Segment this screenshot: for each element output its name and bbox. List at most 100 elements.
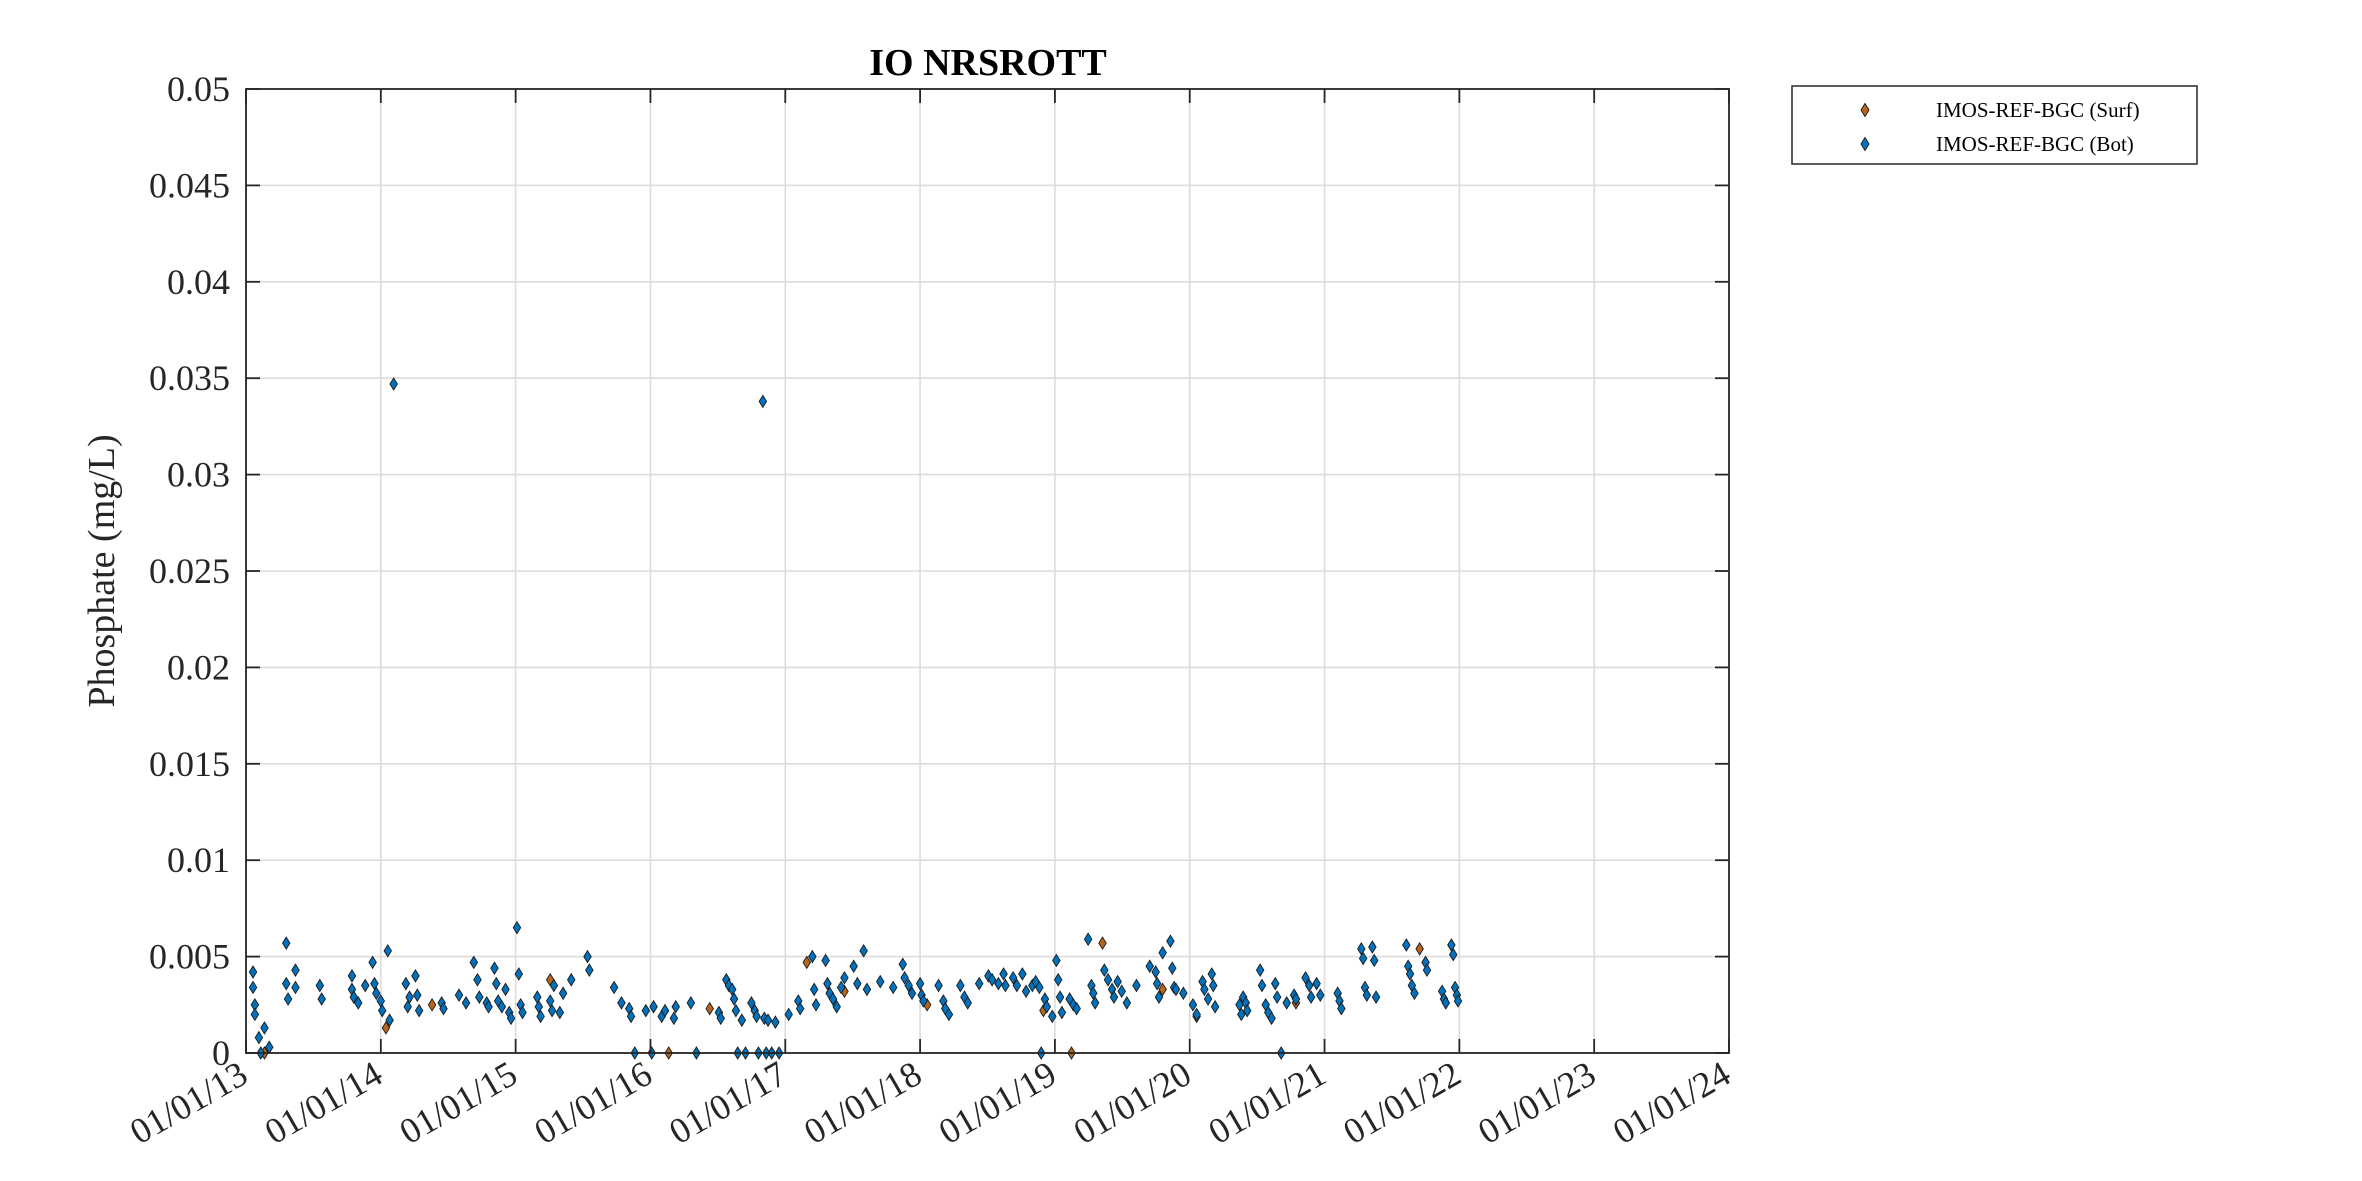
data-point xyxy=(1255,963,1265,977)
data-point xyxy=(1072,1001,1081,1016)
x-tick-label: 01/01/18 xyxy=(797,1053,928,1152)
data-point xyxy=(506,1011,516,1026)
data-point xyxy=(671,999,680,1014)
y-tick-label: 0.04 xyxy=(167,262,230,302)
data-point xyxy=(649,999,658,1014)
data-point xyxy=(737,1013,747,1028)
data-point xyxy=(763,1013,773,1028)
data-point xyxy=(1272,990,1282,1004)
y-tick-label: 0.01 xyxy=(167,840,230,880)
data-point xyxy=(1369,953,1379,968)
data-point xyxy=(1055,990,1065,1004)
x-tick-label: 01/01/13 xyxy=(123,1053,254,1152)
data-point xyxy=(626,1009,636,1024)
data-point xyxy=(490,961,499,976)
data-point xyxy=(501,982,510,997)
data-point xyxy=(821,953,830,968)
data-point xyxy=(1237,1007,1246,1022)
data-point xyxy=(934,978,943,993)
y-tick-label: 0.03 xyxy=(167,455,230,495)
data-point xyxy=(497,999,507,1014)
data-point xyxy=(372,986,381,1001)
data-point xyxy=(1152,976,1162,991)
chart-title: IO NRSROTT xyxy=(869,42,1107,84)
data-point xyxy=(915,976,925,991)
data-point xyxy=(385,1013,394,1028)
y-tick-label: 0 xyxy=(212,1033,230,1073)
data-point xyxy=(492,976,501,991)
data-point xyxy=(1151,965,1160,979)
data-point xyxy=(724,978,734,993)
data-point xyxy=(1257,978,1267,993)
data-point xyxy=(1109,990,1119,1004)
data-point xyxy=(1415,942,1424,956)
data-point xyxy=(836,980,846,995)
data-point xyxy=(876,974,885,989)
data-point xyxy=(248,980,258,995)
data-point xyxy=(547,1003,557,1018)
data-point xyxy=(641,1003,651,1018)
data-point xyxy=(1301,970,1310,985)
data-point xyxy=(1021,984,1031,999)
data-point xyxy=(250,1007,260,1022)
data-point xyxy=(859,943,868,958)
data-point xyxy=(984,969,993,983)
data-point xyxy=(1035,980,1044,995)
data-point xyxy=(349,990,359,1004)
data-point xyxy=(1188,997,1198,1012)
data-point xyxy=(731,1003,741,1018)
data-point xyxy=(1312,976,1321,991)
data-point xyxy=(1448,947,1458,962)
data-point xyxy=(1209,978,1218,993)
x-tick-label: 01/01/15 xyxy=(393,1053,524,1152)
y-tick-label: 0.015 xyxy=(149,744,230,784)
data-point xyxy=(536,1009,545,1024)
data-point xyxy=(1453,994,1463,1008)
data-point xyxy=(1166,934,1175,949)
x-tick-label: 01/01/16 xyxy=(528,1053,659,1152)
data-point xyxy=(609,980,619,995)
data-point xyxy=(832,999,841,1014)
data-point xyxy=(1179,986,1188,1001)
data-point xyxy=(558,986,568,1001)
data-point xyxy=(849,959,858,974)
data-point xyxy=(248,965,258,979)
data-point xyxy=(1441,996,1451,1010)
data-point xyxy=(994,976,1003,991)
data-point xyxy=(583,949,592,964)
data-point xyxy=(473,972,482,987)
data-point xyxy=(944,1007,954,1022)
data-point xyxy=(281,936,291,950)
data-point xyxy=(566,972,576,987)
data-point xyxy=(758,394,768,409)
data-point xyxy=(368,955,377,970)
data-point xyxy=(1048,1009,1057,1024)
data-point xyxy=(729,992,739,1006)
legend-label: IMOS-REF-BGC (Bot) xyxy=(1936,132,2134,156)
data-point xyxy=(1090,996,1100,1010)
data-point xyxy=(802,955,812,970)
y-tick-label: 0.005 xyxy=(149,937,230,977)
grid xyxy=(245,88,1730,1054)
data-point xyxy=(1052,953,1061,968)
data-point xyxy=(1132,978,1141,993)
data-point xyxy=(999,967,1008,981)
data-point xyxy=(353,996,363,1010)
data-point xyxy=(1122,996,1132,1010)
data-point xyxy=(1306,990,1316,1004)
data-point xyxy=(853,976,862,991)
x-tick-label: 01/01/17 xyxy=(662,1053,793,1152)
data-point xyxy=(784,1007,793,1022)
y-tick-label: 0.035 xyxy=(149,358,230,398)
data-point xyxy=(454,988,464,1003)
data-point xyxy=(919,994,928,1008)
data-point xyxy=(347,969,357,983)
data-point xyxy=(1371,990,1381,1004)
legend-label: IMOS-REF-BGC (Surf) xyxy=(1936,98,2140,122)
data-point xyxy=(1210,999,1220,1014)
data-point xyxy=(469,955,479,970)
series-surf xyxy=(260,936,1424,1060)
data-point xyxy=(514,967,524,981)
data-point xyxy=(533,990,542,1004)
